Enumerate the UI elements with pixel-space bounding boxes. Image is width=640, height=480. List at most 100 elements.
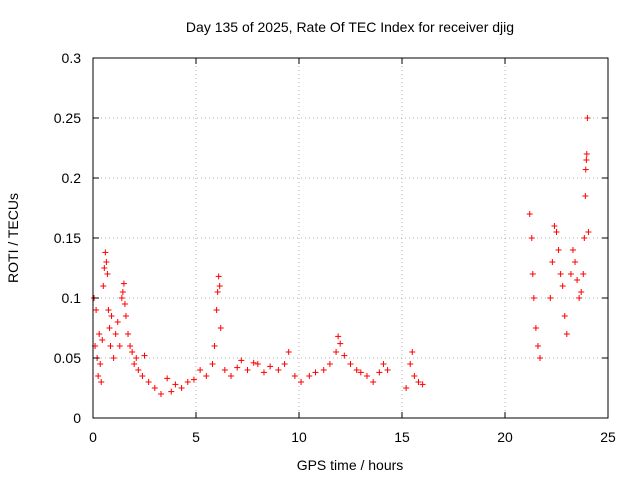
data-point bbox=[131, 361, 138, 367]
data-point bbox=[526, 211, 533, 217]
data-point bbox=[537, 355, 544, 361]
data-point bbox=[341, 352, 348, 359]
data-point bbox=[260, 369, 267, 376]
data-point bbox=[363, 373, 370, 379]
data-point bbox=[528, 235, 535, 241]
data-point bbox=[101, 265, 108, 271]
data-point bbox=[100, 283, 107, 289]
data-point bbox=[291, 373, 298, 379]
ticks-layer: 0 5 10 15 20 25 0 0.05 0.1 0.15 0.2 0.25 0.3 bbox=[54, 50, 616, 445]
x-tick-label: 5 bbox=[192, 429, 200, 445]
data-point bbox=[168, 388, 175, 395]
y-axis-label: ROTI / TECUs bbox=[5, 193, 21, 283]
data-point bbox=[370, 379, 377, 385]
data-point bbox=[415, 379, 422, 385]
data-point bbox=[102, 249, 109, 256]
data-point bbox=[120, 280, 127, 287]
grid-layer bbox=[93, 58, 608, 418]
data-point bbox=[306, 373, 313, 379]
data-point bbox=[326, 361, 333, 367]
y-tick-label: 0.15 bbox=[54, 230, 81, 246]
data-point bbox=[275, 367, 282, 373]
chart-title: Day 135 of 2025, Rate Of TEC Index for r… bbox=[186, 19, 514, 35]
data-point bbox=[584, 115, 591, 121]
data-point bbox=[98, 379, 105, 385]
data-point bbox=[99, 337, 106, 343]
data-point bbox=[97, 361, 104, 367]
data-point bbox=[190, 376, 197, 383]
data-point bbox=[95, 373, 102, 379]
data-point bbox=[254, 361, 261, 367]
data-point bbox=[129, 349, 136, 355]
data-point bbox=[209, 361, 216, 367]
data-point bbox=[125, 331, 132, 337]
x-tick-label: 0 bbox=[89, 429, 97, 445]
y-tick-label: 0.05 bbox=[54, 350, 81, 366]
data-point bbox=[534, 343, 541, 349]
data-point bbox=[112, 331, 119, 337]
data-point bbox=[228, 373, 235, 379]
data-point bbox=[250, 359, 257, 366]
y-tick-label: 0.25 bbox=[54, 110, 81, 126]
data-point bbox=[216, 283, 223, 289]
data-point bbox=[141, 352, 148, 359]
data-point bbox=[135, 367, 142, 373]
data-point bbox=[110, 355, 117, 361]
data-point bbox=[532, 325, 539, 331]
data-point bbox=[213, 307, 220, 313]
data-point bbox=[133, 355, 140, 361]
data-point bbox=[582, 166, 589, 173]
data-point bbox=[559, 283, 566, 289]
data-point bbox=[357, 369, 364, 376]
data-point bbox=[585, 229, 592, 235]
data-point bbox=[107, 343, 114, 349]
data-point bbox=[96, 331, 103, 337]
data-point bbox=[157, 391, 164, 397]
data-point bbox=[285, 349, 292, 355]
data-point bbox=[569, 247, 576, 253]
data-point bbox=[312, 369, 319, 376]
data-point bbox=[549, 259, 556, 265]
data-point bbox=[555, 247, 562, 253]
data-point bbox=[337, 340, 344, 347]
data-point bbox=[333, 349, 340, 355]
data-point bbox=[582, 193, 589, 199]
data-point bbox=[103, 259, 110, 265]
data-point bbox=[411, 373, 418, 379]
data-point bbox=[139, 373, 146, 379]
y-tick-label: 0 bbox=[73, 410, 81, 426]
data-point bbox=[583, 157, 590, 163]
data-point bbox=[384, 367, 391, 373]
data-point bbox=[578, 289, 585, 295]
data-point bbox=[353, 367, 360, 373]
x-tick-label: 10 bbox=[291, 429, 307, 445]
data-point bbox=[234, 364, 241, 371]
data-point bbox=[105, 307, 112, 313]
data-point bbox=[529, 271, 536, 277]
data-point bbox=[164, 375, 171, 382]
x-tick-label: 15 bbox=[394, 429, 410, 445]
data-point bbox=[184, 379, 191, 385]
data-point bbox=[547, 295, 554, 301]
data-point bbox=[119, 289, 126, 295]
y-tick-label: 0.1 bbox=[62, 290, 82, 306]
data-point bbox=[572, 259, 579, 265]
data-point bbox=[121, 301, 128, 307]
data-point bbox=[581, 235, 588, 241]
data-point bbox=[93, 307, 100, 313]
data-point bbox=[403, 385, 410, 391]
data-point bbox=[104, 271, 111, 277]
data-point bbox=[409, 349, 416, 355]
data-point bbox=[108, 313, 115, 319]
x-axis-label: GPS time / hours bbox=[297, 457, 404, 473]
data-point bbox=[172, 381, 179, 388]
data-point bbox=[580, 271, 587, 277]
y-tick-label: 0.2 bbox=[62, 170, 82, 186]
data-point bbox=[419, 381, 426, 388]
data-point bbox=[244, 367, 251, 373]
data-point bbox=[281, 361, 288, 367]
data-point bbox=[127, 343, 134, 349]
x-tick-label: 20 bbox=[497, 429, 513, 445]
data-point bbox=[576, 295, 583, 301]
data-point bbox=[114, 319, 121, 325]
